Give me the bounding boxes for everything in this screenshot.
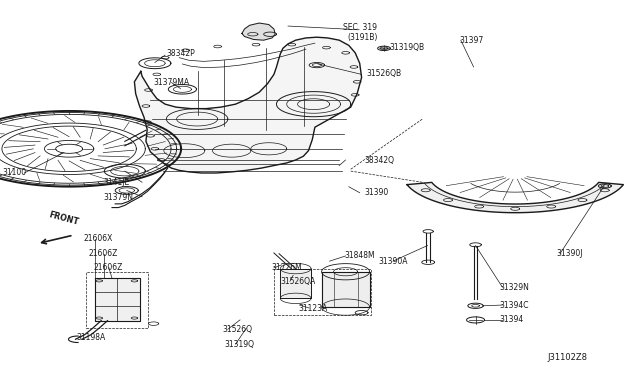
Text: 31123A: 31123A [298, 304, 328, 313]
Text: 31390J: 31390J [557, 249, 583, 258]
Polygon shape [242, 23, 275, 40]
Text: 31394: 31394 [499, 315, 524, 324]
Text: 31397: 31397 [460, 36, 484, 45]
Polygon shape [134, 37, 362, 173]
Text: 21606Z: 21606Z [88, 249, 118, 258]
Text: J31102Z8: J31102Z8 [547, 353, 588, 362]
Text: 31198A: 31198A [77, 333, 106, 342]
Text: (3191B): (3191B) [347, 33, 377, 42]
Text: 38342P: 38342P [166, 49, 195, 58]
Text: 31526Q: 31526Q [223, 325, 253, 334]
Text: 31100: 31100 [3, 169, 27, 177]
Polygon shape [407, 182, 623, 213]
Text: 3141JE: 3141JE [104, 178, 130, 187]
Text: SEC. 319: SEC. 319 [343, 23, 377, 32]
Polygon shape [95, 278, 140, 321]
Text: 31390A: 31390A [379, 257, 408, 266]
Text: 31390: 31390 [365, 188, 389, 197]
Text: 31319QB: 31319QB [389, 43, 424, 52]
Text: 21606X: 21606X [83, 234, 113, 243]
Text: 31726M: 31726M [271, 263, 302, 272]
Text: 38342Q: 38342Q [365, 156, 395, 165]
Text: 31319Q: 31319Q [224, 340, 254, 349]
Polygon shape [322, 272, 370, 307]
Polygon shape [280, 269, 311, 298]
Text: FRONT: FRONT [48, 210, 80, 227]
Text: 21606Z: 21606Z [93, 263, 123, 272]
Text: 31394C: 31394C [499, 301, 529, 310]
Text: 31526QA: 31526QA [280, 278, 316, 286]
Text: 31848M: 31848M [344, 251, 375, 260]
Text: 31379MA: 31379MA [154, 78, 189, 87]
Text: 31379N: 31379N [104, 193, 134, 202]
Text: 31526QB: 31526QB [366, 69, 401, 78]
Text: 31329N: 31329N [499, 283, 529, 292]
